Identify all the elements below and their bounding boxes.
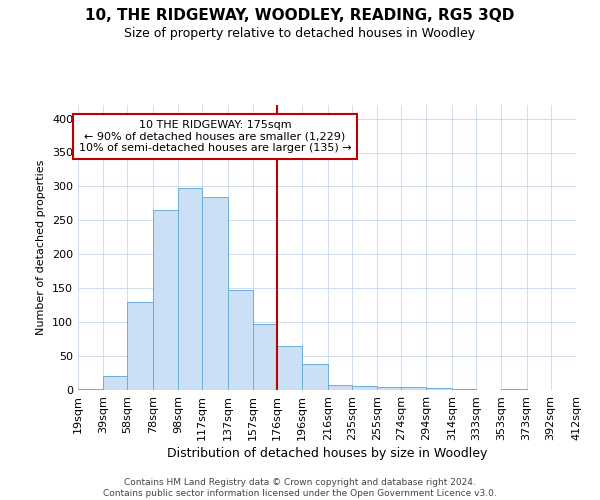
Y-axis label: Number of detached properties: Number of detached properties xyxy=(37,160,46,335)
Text: Contains HM Land Registry data © Crown copyright and database right 2024.
Contai: Contains HM Land Registry data © Crown c… xyxy=(103,478,497,498)
Bar xyxy=(352,386,377,390)
Bar xyxy=(202,196,227,390)
Bar xyxy=(78,388,103,390)
Bar xyxy=(227,290,253,390)
Bar xyxy=(277,346,302,390)
Bar xyxy=(501,388,527,390)
Bar xyxy=(427,388,452,390)
Bar xyxy=(401,388,427,390)
Bar xyxy=(328,384,352,390)
Bar xyxy=(452,388,476,390)
Bar xyxy=(377,386,401,390)
Bar xyxy=(153,210,178,390)
X-axis label: Distribution of detached houses by size in Woodley: Distribution of detached houses by size … xyxy=(167,447,487,460)
Bar xyxy=(127,302,153,390)
Bar xyxy=(178,188,202,390)
Bar xyxy=(253,324,277,390)
Bar xyxy=(302,364,328,390)
Text: Size of property relative to detached houses in Woodley: Size of property relative to detached ho… xyxy=(124,28,476,40)
Text: 10 THE RIDGEWAY: 175sqm
← 90% of detached houses are smaller (1,229)
10% of semi: 10 THE RIDGEWAY: 175sqm ← 90% of detache… xyxy=(79,120,351,153)
Text: 10, THE RIDGEWAY, WOODLEY, READING, RG5 3QD: 10, THE RIDGEWAY, WOODLEY, READING, RG5 … xyxy=(85,8,515,22)
Bar xyxy=(103,376,127,390)
